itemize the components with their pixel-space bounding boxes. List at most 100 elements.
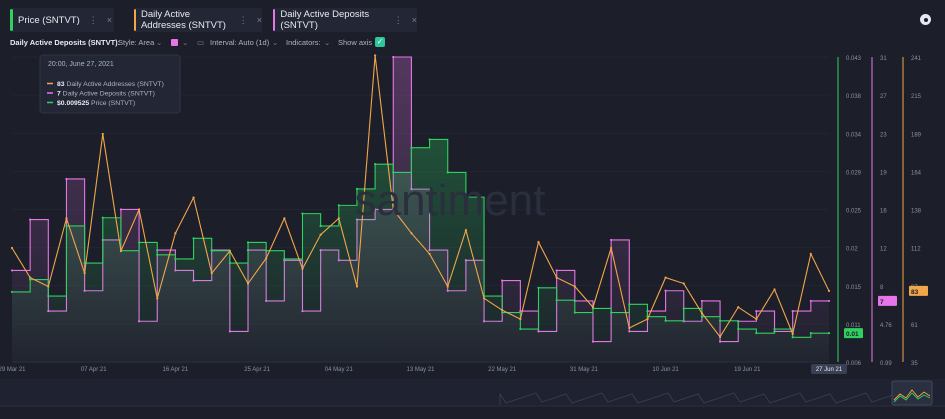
data-point <box>628 326 631 330</box>
time-navigator[interactable] <box>0 379 945 407</box>
axis-tick-label: 4.76 <box>880 323 892 329</box>
metric-tab-price[interactable]: Price (SNTVT) ⋮ × <box>10 8 114 32</box>
data-point <box>374 54 377 57</box>
data-point <box>700 312 704 315</box>
price-color-marker <box>10 9 13 31</box>
axis-tick-label: 215 <box>911 94 922 100</box>
show-axis-label: Show axis <box>338 38 373 47</box>
metric-tab-daily-active-deposits[interactable]: Daily Active Deposits (SNTVT) ⋮ × <box>273 8 417 32</box>
tab-menu-icon[interactable]: ⋮ <box>393 14 403 25</box>
tab-label: Price (SNTVT) <box>18 14 80 26</box>
data-point <box>355 285 359 288</box>
calendar-icon: ▭ <box>197 38 205 47</box>
data-point <box>501 309 504 312</box>
axis-tick-label: 0.011 <box>846 323 861 329</box>
axis-tick-label: 31 <box>880 56 887 62</box>
data-point <box>246 282 250 285</box>
data-point <box>283 257 286 261</box>
data-point <box>791 336 794 339</box>
data-point <box>174 232 177 235</box>
data-point <box>700 299 704 303</box>
x-tick-label: 19 Jun 21 <box>734 367 761 373</box>
data-point <box>827 299 831 303</box>
show-axis-checkbox[interactable]: ✓ <box>375 37 385 47</box>
metrics-bar: Price (SNTVT) ⋮ × Daily Active Addresses… <box>0 0 945 34</box>
data-point <box>156 297 159 300</box>
data-point <box>718 319 722 322</box>
interval-selector[interactable]: Interval: Auto (1d) <box>210 38 270 47</box>
data-point <box>555 299 558 302</box>
data-point <box>464 229 467 232</box>
axis-tick-label: 16 <box>880 209 887 215</box>
close-icon[interactable]: × <box>411 15 417 25</box>
data-point <box>737 327 740 331</box>
navigator-track <box>0 379 945 407</box>
chart-area[interactable]: santiment 0.0430.0380.0340.0290.0250.020… <box>0 52 945 419</box>
style-selector[interactable]: Style: Area <box>118 38 155 47</box>
data-point <box>101 216 104 219</box>
x-tick-label: 25 Apr 21 <box>244 367 270 373</box>
data-point <box>718 335 722 338</box>
data-point <box>446 171 449 174</box>
data-point <box>410 232 413 235</box>
data-point <box>83 261 86 265</box>
close-icon[interactable]: × <box>106 15 113 25</box>
axis-tick-label: 0.038 <box>846 94 862 100</box>
chart-axes: 0.043 0.038 0.034 0.029 0.025 0.02 0.015 0.011 0… <box>12 56 928 367</box>
indicators-selector[interactable]: Indicators: <box>286 38 321 47</box>
navigator-daa-line <box>893 389 931 401</box>
data-point <box>174 257 177 261</box>
data-point <box>464 196 467 199</box>
data-point <box>482 297 486 300</box>
close-icon[interactable]: × <box>256 15 262 25</box>
data-point <box>755 332 758 335</box>
data-point <box>501 279 504 282</box>
x-tick-label: 07 Apr 21 <box>81 367 107 373</box>
settings-icon[interactable] <box>920 14 931 25</box>
data-point <box>283 217 286 220</box>
chevron-down-icon: ⌄ <box>156 38 163 47</box>
data-point <box>301 212 304 215</box>
data-point <box>392 171 395 174</box>
x-tick-label: 13 May 21 <box>406 367 435 373</box>
data-point <box>101 132 104 136</box>
tooltip-row: 7 Daily Active Deposits (SNTVT) <box>57 91 155 98</box>
x-tick-label: 27 Jun 21 <box>816 367 843 373</box>
data-point <box>773 327 776 331</box>
axis-tick-label: 241 <box>911 56 922 62</box>
data-point <box>410 146 413 149</box>
x-tick-label: 10 Jun 21 <box>652 367 679 373</box>
data-point <box>65 217 68 220</box>
tooltip-row: $0.009525 Price (SNTVT) <box>57 100 135 107</box>
x-axis: 29 Mar 21 07 Apr 21 16 Apr 21 25 Apr 21 04 M… <box>0 364 847 374</box>
metric-tab-daily-active-addresses[interactable]: Daily Active Addresses (SNTVT) ⋮ × <box>134 8 262 32</box>
x-tick-highlight <box>811 364 847 374</box>
data-point <box>428 138 431 141</box>
x-tick-label: 29 Mar 21 <box>0 367 26 373</box>
tooltip-date: 20:00, June 27, 2021 <box>48 61 114 68</box>
axis-tick-label: 12 <box>880 247 887 253</box>
x-tick-label: 31 May 21 <box>570 367 599 373</box>
current-value-label: 83 <box>911 289 919 296</box>
data-point <box>228 249 231 253</box>
data-point <box>119 208 123 211</box>
data-point <box>265 257 268 260</box>
tab-menu-icon[interactable]: ⋮ <box>238 14 248 25</box>
axis-tick-label: 0.029 <box>846 170 862 176</box>
data-point <box>682 307 685 310</box>
axis-tick-label: 0.006 <box>846 361 862 367</box>
axis-tick-label: 27 <box>880 94 887 100</box>
data-point <box>737 306 740 309</box>
data-point <box>501 311 504 314</box>
color-swatch[interactable] <box>171 39 178 46</box>
current-value-badge <box>878 295 897 306</box>
data-point <box>791 332 794 335</box>
data-point <box>755 317 758 321</box>
data-point <box>827 332 831 335</box>
data-point <box>228 261 231 265</box>
data-point <box>10 269 14 272</box>
tab-menu-icon[interactable]: ⋮ <box>88 14 98 25</box>
tooltip-row: 83 Daily Active Addresses (SNTVT) <box>57 81 164 88</box>
data-point <box>446 285 449 288</box>
tab-label: Daily Active Addresses (SNTVT) <box>140 9 226 31</box>
